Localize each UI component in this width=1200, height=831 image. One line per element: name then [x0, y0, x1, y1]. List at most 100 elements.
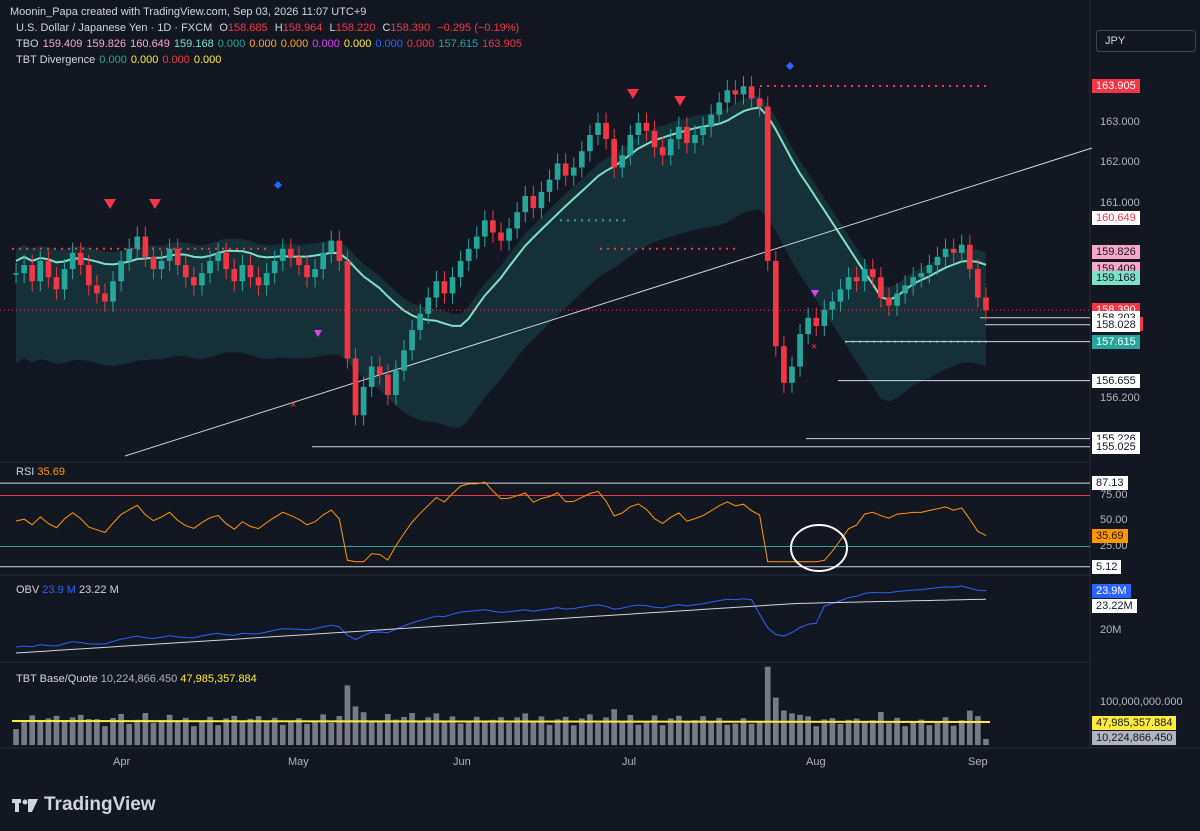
tbo-value: 157.615: [438, 38, 479, 50]
candle-body: [570, 167, 577, 176]
tbo-value: 0.000: [312, 38, 340, 50]
time-axis-month: Jul: [622, 756, 637, 768]
candle-body: [603, 122, 609, 140]
candle-body: [304, 265, 310, 278]
candle-body: [158, 260, 165, 270]
rsi-legend: RSI 35.69: [16, 466, 65, 478]
sell-signal-marker: [104, 199, 116, 209]
tbo-band: [16, 95, 986, 428]
tbo-value: 0.000: [375, 38, 403, 50]
candle-body: [271, 260, 278, 274]
candle-body: [401, 350, 407, 371]
volume-bar: [247, 718, 254, 745]
candle-body: [975, 269, 981, 298]
volume-bar: [570, 725, 577, 745]
candle-body: [659, 147, 666, 156]
candle-body: [296, 256, 302, 265]
price-label: 163.905: [1092, 79, 1140, 94]
rsi-axis-tick: 75.00: [1100, 488, 1128, 501]
tbo-value: 159.409: [42, 38, 83, 50]
volume-bar: [320, 714, 327, 745]
candle-body: [110, 281, 116, 302]
volume-bar: [401, 717, 407, 745]
candle-body: [409, 330, 415, 351]
volume-axis-tick: 100,000,000.000: [1100, 696, 1183, 708]
rsi-line: [15, 481, 987, 563]
candle-body: [53, 277, 60, 290]
volume-bar: [546, 724, 553, 745]
rsi-highlight-circle: [790, 524, 848, 572]
volume-bar: [69, 717, 76, 745]
volume-bar: [13, 729, 19, 745]
rsi-value: 35.69: [37, 466, 65, 478]
tbo-legend: TBO 159.409 159.826 160.649 159.168 0.000 0.00…: [16, 38, 526, 50]
candle-body: [94, 285, 100, 294]
volume-bar: [239, 721, 246, 745]
obv-ma-value: 23.22 M: [79, 584, 119, 596]
volume-bar: [611, 709, 617, 745]
volume-bar: [603, 717, 609, 745]
tbo-value: 159.826: [86, 38, 127, 50]
volume-bar: [716, 717, 723, 745]
volume-bar: [498, 717, 504, 745]
price-axis-tick: 156.200: [1100, 392, 1140, 405]
candle-body: [417, 313, 424, 330]
volume-bar: [554, 719, 561, 745]
volume-bar: [562, 716, 569, 745]
change-value: −0.295 (−0.19%): [437, 22, 520, 34]
candle-body: [37, 260, 44, 282]
tradingview-logo: TradingView: [12, 794, 156, 816]
candle-body: [853, 277, 860, 282]
candle-body: [207, 260, 213, 274]
candle-body: [732, 90, 739, 95]
candle-body: [748, 86, 755, 99]
candle-body: [320, 252, 327, 270]
candle-body: [829, 301, 836, 310]
candle-body: [684, 126, 690, 144]
tbo-value: 163.905: [482, 38, 522, 50]
volume-bar: [409, 713, 415, 745]
volume-bar: [336, 716, 343, 745]
volume-bar: [708, 721, 714, 745]
volume-label: 47,985,357.884: [1092, 716, 1177, 730]
volume-bar: [150, 722, 157, 745]
obv-ma-line: [15, 598, 987, 654]
candle-body: [522, 195, 529, 213]
time-axis-month: Jun: [453, 756, 471, 768]
volume-bar: [829, 718, 836, 745]
open-label: O: [219, 22, 228, 34]
volume-bar: [482, 722, 488, 745]
obv-label: 23.9M: [1092, 584, 1131, 598]
candle-body: [942, 248, 949, 257]
candle-body: [336, 240, 343, 261]
volume-bar: [441, 721, 448, 745]
candle-body: [651, 130, 658, 148]
volume-bar: [166, 714, 173, 745]
candle-body: [77, 252, 84, 265]
volume-bar: [684, 721, 690, 745]
volume-bar: [635, 724, 642, 745]
volume-bar: [61, 720, 68, 745]
volume-bar: [102, 726, 108, 745]
price-axis-tick: 163.000: [1100, 115, 1140, 128]
volume-bar: [797, 714, 803, 745]
candle-body: [635, 122, 642, 135]
volume-value: 10,224,866.450: [100, 673, 178, 685]
candle-body: [328, 240, 335, 253]
candle-body: [457, 260, 464, 278]
volume-bar: [465, 720, 472, 745]
currency-button[interactable]: JPY: [1096, 30, 1196, 52]
volume-bar: [740, 718, 747, 745]
candle-body: [764, 106, 771, 261]
volume-bar: [77, 714, 84, 745]
obv-axis-tick: 20M: [1100, 624, 1122, 636]
candle-body: [69, 252, 76, 270]
candle-body: [506, 228, 512, 241]
obv-line: [15, 585, 987, 648]
symbol-legend: U.S. Dollar / Japanese Yen · 1D · FXCM O…: [16, 22, 523, 34]
candle-body: [716, 102, 723, 115]
volume-bar: [667, 718, 674, 745]
candle-body: [239, 265, 246, 282]
candle-body: [530, 195, 537, 209]
